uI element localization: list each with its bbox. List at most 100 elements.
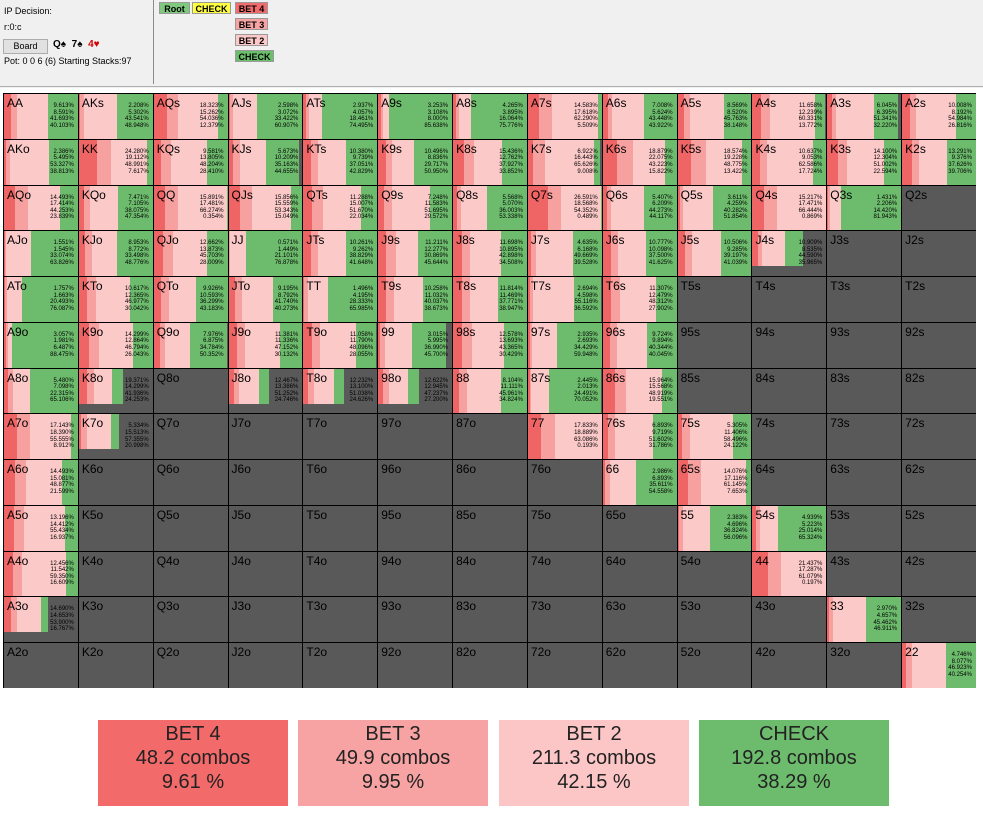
hand-cell-kjo[interactable]: 8.953% 8.772% 33.498% 48.776% KJo — [78, 231, 153, 277]
hand-cell-73s[interactable]: 73s — [827, 414, 902, 460]
hand-cell-q8o[interactable]: Q8o — [153, 368, 228, 414]
hand-cell-42s[interactable]: 42s — [902, 551, 976, 597]
hand-cell-a6o[interactable]: 14.493% 15.081% 48.877% 21.599% A6o — [4, 460, 78, 505]
hand-cell-q3s[interactable]: 1.431% 2.206% 14.420% 81.943% Q3s — [827, 185, 902, 231]
hand-cell-77[interactable]: 17.833% 18.889% 63.086% 0.193% 77 — [527, 414, 602, 460]
hand-cell-83o[interactable]: 83o — [453, 597, 527, 643]
hand-cell-k6o[interactable]: K6o — [78, 460, 153, 505]
hand-cell-95s[interactable]: 95s — [677, 322, 752, 368]
hand-cell-ajo[interactable]: 1.551% 1.545% 33.074% 63.826% AJo — [4, 231, 78, 277]
hand-cell-33[interactable]: 2.970% 4.657% 45.462% 46.911% 33 — [827, 597, 902, 643]
hand-cell-a4o[interactable]: 12.456% 11.542% 59.350% 16.609% A4o — [4, 551, 78, 597]
hand-cell-85s[interactable]: 85s — [677, 368, 752, 414]
hand-cell-a3o[interactable]: 14.690% 14.653% 53.900% 16.767% A3o — [4, 597, 78, 643]
hand-cell-kjs[interactable]: 5.673% 10.209% 35.163% 44.655% KJs — [228, 139, 303, 185]
hand-cell-t8o[interactable]: 12.232% 13.100% 51.038% 24.626% T8o — [303, 368, 378, 414]
hand-cell-53s[interactable]: 53s — [827, 505, 902, 551]
hand-cell-ako[interactable]: 2.386% 5.495% 53.327% 38.813% AKo — [4, 139, 78, 185]
hand-cell-t9o[interactable]: 11.058% 11.790% 48.096% 28.055% T9o — [303, 322, 378, 368]
hand-cell-83s[interactable]: 83s — [827, 368, 902, 414]
hand-cell-54s[interactable]: 4.939% 5.223% 25.014% 65.324% 54s — [752, 505, 827, 551]
hand-cell-92s[interactable]: 92s — [902, 322, 976, 368]
hand-cell-42o[interactable]: 42o — [752, 643, 827, 688]
hand-cell-44[interactable]: 21.437% 17.287% 61.079% 0.197% 44 — [752, 551, 827, 597]
hand-cell-a3s[interactable]: 6.045% 6.395% 51.341% 32.220% A3s — [827, 94, 902, 139]
hand-cell-aks[interactable]: 2.208% 5.302% 43.541% 48.948% AKs — [78, 94, 153, 139]
hand-cell-qto[interactable]: 9.926% 10.593% 36.299% 43.183% QTo — [153, 277, 228, 322]
hand-cell-kqo[interactable]: 7.471% 7.105% 38.075% 47.354% KQo — [78, 185, 153, 231]
hand-cell-93s[interactable]: 93s — [827, 322, 902, 368]
hand-cell-t3s[interactable]: T3s — [827, 277, 902, 322]
hand-cell-95o[interactable]: 95o — [378, 505, 453, 551]
hand-cell-32s[interactable]: 32s — [902, 597, 976, 643]
hand-cell-t7s[interactable]: 2.694% 4.598% 55.116% 36.592% T7s — [527, 277, 602, 322]
hand-cell-63o[interactable]: 63o — [602, 597, 677, 643]
hand-cell-75s[interactable]: 5.305% 11.406% 58.496% 24.122% 75s — [677, 414, 752, 460]
hand-cell-t5o[interactable]: T5o — [303, 505, 378, 551]
hand-cell-j3s[interactable]: J3s — [827, 231, 902, 277]
hand-cell-98s[interactable]: 12.578% 13.693% 43.365% 30.429% 98s — [453, 322, 527, 368]
hand-cell-jts[interactable]: 10.261% 9.262% 38.829% 41.648% JTs — [303, 231, 378, 277]
hand-cell-k7o[interactable]: 5.334% 15.513% 57.355% 20.998% K7o — [78, 414, 153, 460]
hand-cell-j2o[interactable]: J2o — [228, 643, 303, 688]
hand-cell-t8s[interactable]: 11.814% 11.469% 37.771% 38.947% T8s — [453, 277, 527, 322]
hand-cell-a2s[interactable]: 10.008% 8.192% 54.984% 26.816% A2s — [902, 94, 976, 139]
hand-cell-92o[interactable]: 92o — [378, 643, 453, 688]
hand-cell-82s[interactable]: 82s — [902, 368, 976, 414]
hand-cell-74o[interactable]: 74o — [527, 551, 602, 597]
hand-cell-q9o[interactable]: 7.976% 6.875% 34.784% 50.352% Q9o — [153, 322, 228, 368]
hand-cell-kto[interactable]: 10.617% 12.365% 46.977% 30.042% KTo — [78, 277, 153, 322]
hand-cell-84o[interactable]: 84o — [453, 551, 527, 597]
hand-cell-jj[interactable]: 0.571% 1.449% 21.101% 76.878% JJ — [228, 231, 303, 277]
hand-cell-k7s[interactable]: 6.922% 16.443% 65.626% 9.008% K7s — [527, 139, 602, 185]
hand-cell-t5s[interactable]: T5s — [677, 277, 752, 322]
hand-cell-a9s[interactable]: 3.253% 3.108% 8.000% 85.638% A9s — [378, 94, 453, 139]
hand-cell-j6o[interactable]: J6o — [228, 460, 303, 505]
hand-cell-76s[interactable]: 6.893% 9.719% 51.602% 31.786% 76s — [602, 414, 677, 460]
hand-cell-87o[interactable]: 87o — [453, 414, 527, 460]
hand-cell-q6s[interactable]: 5.407% 6.209% 44.273% 44.117% Q6s — [602, 185, 677, 231]
hand-cell-q4s[interactable]: 15.217% 17.471% 66.444% 0.869% Q4s — [752, 185, 827, 231]
hand-cell-k3o[interactable]: K3o — [78, 597, 153, 643]
hand-cell-k4s[interactable]: 10.637% 9.053% 62.586% 17.724% K4s — [752, 139, 827, 185]
hand-cell-66[interactable]: 2.986% 6.893% 35.611% 54.558% 66 — [602, 460, 677, 505]
hand-cell-72s[interactable]: 72s — [902, 414, 976, 460]
tree-node-check[interactable]: CHECK — [192, 2, 231, 14]
hand-cell-kqs[interactable]: 9.581% 13.805% 48.204% 28.410% KQs — [153, 139, 228, 185]
hand-cell-q8s[interactable]: 5.568% 5.070% 36.003% 53.338% Q8s — [453, 185, 527, 231]
hand-cell-k9o[interactable]: 14.299% 12.864% 46.794% 26.043% K9o — [78, 322, 153, 368]
hand-cell-43o[interactable]: 43o — [752, 597, 827, 643]
hand-cell-84s[interactable]: 84s — [752, 368, 827, 414]
hand-cell-52s[interactable]: 52s — [902, 505, 976, 551]
hand-cell-q5s[interactable]: 3.611% 4.259% 40.282% 51.854% Q5s — [677, 185, 752, 231]
hand-cell-22[interactable]: 4.746% 8.077% 46.923% 40.254% 22 — [902, 643, 976, 688]
tree-node-check[interactable]: CHECK — [235, 50, 274, 62]
hand-cell-54o[interactable]: 54o — [677, 551, 752, 597]
hand-cell-t6s[interactable]: 11.307% 12.479% 48.312% 27.902% T6s — [602, 277, 677, 322]
hand-cell-j8o[interactable]: 12.467% 13.386% 51.252% 24.746% J8o — [228, 368, 303, 414]
hand-cell-a5o[interactable]: 13.196% 14.412% 55.434% 16.937% A5o — [4, 505, 78, 551]
hand-cell-73o[interactable]: 73o — [527, 597, 602, 643]
hand-cell-82o[interactable]: 82o — [453, 643, 527, 688]
hand-cell-53o[interactable]: 53o — [677, 597, 752, 643]
hand-cell-j2s[interactable]: J2s — [902, 231, 976, 277]
hand-cell-j4s[interactable]: 10.909% 8.535% 44.590% 35.965% J4s — [752, 231, 827, 277]
hand-cell-a8o[interactable]: 5.480% 7.098% 22.315% 65.106% A8o — [4, 368, 78, 414]
hand-cell-j9s[interactable]: 11.211% 12.277% 30.869% 45.644% J9s — [378, 231, 453, 277]
hand-cell-k5o[interactable]: K5o — [78, 505, 153, 551]
hand-cell-k6s[interactable]: 18.879% 22.075% 43.223% 15.822% K6s — [602, 139, 677, 185]
hand-cell-55[interactable]: 2.383% 4.696% 36.824% 56.096% 55 — [677, 505, 752, 551]
hand-cell-72o[interactable]: 72o — [527, 643, 602, 688]
hand-cell-52o[interactable]: 52o — [677, 643, 752, 688]
hand-cell-94o[interactable]: 94o — [378, 551, 453, 597]
hand-cell-ajs[interactable]: 2.598% 3.072% 33.422% 60.907% AJs — [228, 94, 303, 139]
hand-cell-62s[interactable]: 62s — [902, 460, 976, 505]
hand-cell-j8s[interactable]: 11.698% 10.895% 42.898% 34.508% J8s — [453, 231, 527, 277]
hand-cell-97s[interactable]: 2.935% 2.693% 34.429% 59.948% 97s — [527, 322, 602, 368]
hand-cell-75o[interactable]: 75o — [527, 505, 602, 551]
hand-cell-87s[interactable]: 2.445% 2.013% 24.491% 70.052% 87s — [527, 368, 602, 414]
hand-cell-a8s[interactable]: 4.265% 3.895% 16.064% 75.776% A8s — [453, 94, 527, 139]
hand-cell-t3o[interactable]: T3o — [303, 597, 378, 643]
hand-cell-qjo[interactable]: 12.662% 13.873% 45.703% 28.009% QJo — [153, 231, 228, 277]
hand-cell-t4s[interactable]: T4s — [752, 277, 827, 322]
